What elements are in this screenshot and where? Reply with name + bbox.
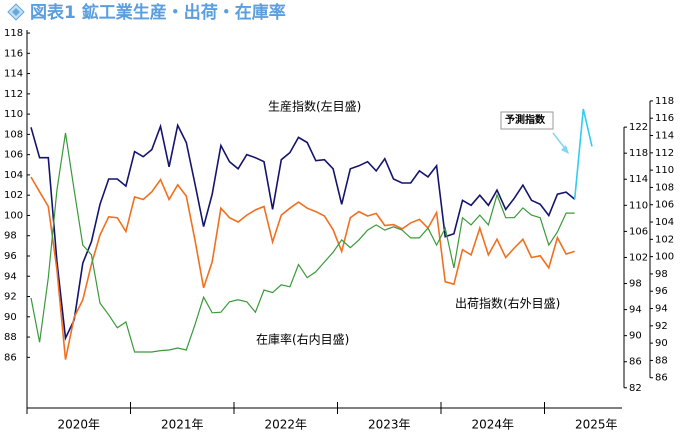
y2-tick-label: 86 — [629, 357, 642, 368]
y3-tick-label: 112 — [655, 148, 674, 159]
series-line — [573, 108, 593, 200]
y3-tick-label: 96 — [655, 286, 668, 297]
y3-tick-label: 108 — [655, 182, 674, 193]
y-tick-label: 112 — [4, 89, 23, 100]
y3-tick-label: 98 — [655, 269, 668, 280]
y2-tick-label: 106 — [629, 226, 648, 237]
y3-tick-label: 86 — [655, 373, 668, 384]
series-line — [30, 122, 576, 341]
y3-tick-label: 114 — [655, 131, 674, 142]
y-tick-label: 94 — [4, 271, 17, 282]
y3-tick-label: 100 — [655, 252, 674, 263]
y-tick-label: 96 — [4, 251, 17, 262]
y-tick-label: 98 — [4, 231, 17, 242]
y3-tick-label: 104 — [655, 217, 674, 228]
y2-tick-label: 114 — [629, 174, 648, 185]
series-line — [30, 132, 575, 353]
y-tick-label: 110 — [4, 109, 23, 120]
y-tick-label: 104 — [4, 170, 23, 181]
series-label: 予測指数 — [505, 113, 546, 126]
y-tick-label: 108 — [4, 129, 23, 140]
y3-tick-label: 102 — [655, 234, 674, 245]
series-label: 在庫率(右内目盛) — [256, 332, 349, 347]
y2-tick-label: 82 — [629, 383, 642, 394]
y3-tick-label: 90 — [655, 338, 668, 349]
y-tick-label: 102 — [4, 190, 23, 201]
y-tick-label: 114 — [4, 69, 23, 80]
y-tick-label: 118 — [4, 28, 23, 39]
y2-tick-label: 90 — [629, 331, 642, 342]
series-label: 生産指数(左目盛) — [268, 99, 361, 114]
y-tick-label: 116 — [4, 48, 23, 59]
chart-title: 図表1 鉱工業生産・出荷・在庫率 — [30, 2, 286, 23]
y3-tick-label: 106 — [655, 200, 674, 211]
y-tick-label: 86 — [4, 352, 17, 363]
y3-tick-label: 88 — [655, 355, 668, 366]
y3-tick-label: 110 — [655, 165, 674, 176]
x-tick-label: 2025年 — [575, 418, 618, 432]
series-line — [30, 176, 575, 360]
y2-tick-label: 98 — [629, 279, 642, 290]
y2-tick-label: 118 — [629, 148, 648, 159]
y3-tick-label: 118 — [655, 96, 674, 107]
y2-tick-label: 102 — [629, 252, 648, 263]
x-tick-label: 2023年 — [368, 418, 411, 432]
x-tick-label: 2024年 — [471, 418, 514, 432]
y2-tick-label: 94 — [629, 305, 642, 316]
y-tick-label: 88 — [4, 332, 17, 343]
forecast-label-box — [500, 111, 554, 130]
series-label: 出荷指数(右外目盛) — [455, 296, 560, 311]
x-tick-label: 2020年 — [57, 418, 100, 432]
y-tick-label: 100 — [4, 210, 23, 221]
y3-tick-label: 94 — [655, 304, 668, 315]
y-tick-label: 92 — [4, 292, 17, 303]
y-tick-label: 106 — [4, 150, 23, 161]
y3-tick-label: 92 — [655, 321, 668, 332]
y2-tick-label: 110 — [629, 200, 648, 211]
forecast-arrowhead — [561, 145, 569, 154]
title-icon — [7, 3, 25, 21]
x-tick-label: 2022年 — [264, 418, 307, 432]
x-tick-label: 2021年 — [161, 418, 204, 432]
y-tick-label: 90 — [4, 312, 17, 323]
y3-tick-label: 116 — [655, 113, 674, 124]
y2-tick-label: 122 — [629, 122, 648, 133]
